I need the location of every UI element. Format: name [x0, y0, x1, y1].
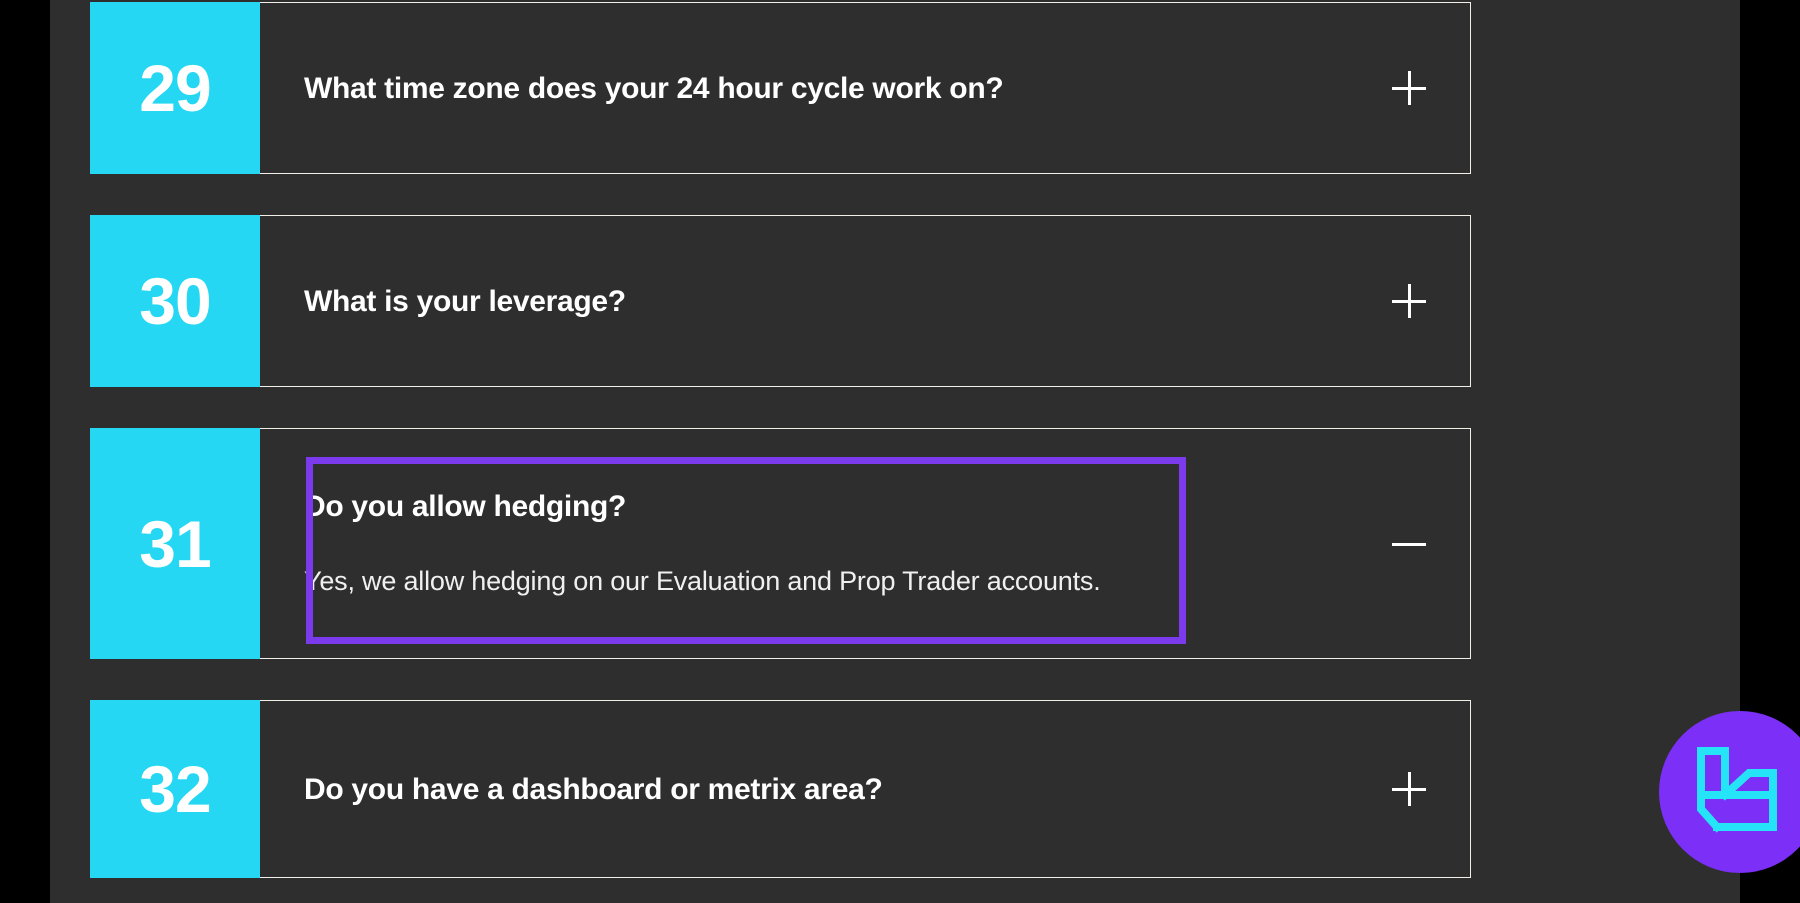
faq-item-29[interactable]: 29 What time zone does your 24 hour cycl…	[90, 2, 1471, 174]
faq-number-31: 31	[139, 506, 211, 581]
faq-item-31[interactable]: 31 Do you allow hedging? Yes, we allow h…	[90, 428, 1471, 659]
faq-question-31: Do you allow hedging?	[304, 489, 627, 523]
faq-question-30: What is your leverage?	[304, 284, 626, 318]
faq-number-badge-29: 29	[90, 2, 260, 174]
faq-question-29: What time zone does your 24 hour cycle w…	[304, 71, 1004, 105]
minus-icon[interactable]	[1392, 527, 1426, 561]
faq-body-30[interactable]: What is your leverage?	[260, 215, 1471, 387]
faq-body-31[interactable]: Do you allow hedging? Yes, we allow hedg…	[260, 428, 1471, 659]
page-background: 29 What time zone does your 24 hour cycl…	[50, 0, 1800, 903]
faq-content-30: What is your leverage?	[260, 285, 1470, 318]
faq-number-29: 29	[139, 51, 211, 125]
faq-question-32: Do you have a dashboard or metrix area?	[304, 772, 883, 806]
faq-accordion-list: 29 What time zone does your 24 hour cycl…	[90, 0, 1700, 903]
plus-icon[interactable]	[1392, 772, 1426, 806]
faq-body-29[interactable]: What time zone does your 24 hour cycle w…	[260, 2, 1471, 174]
faq-number-32: 32	[139, 752, 211, 826]
faq-content-32: Do you have a dashboard or metrix area?	[260, 773, 1470, 806]
faq-number-badge-32: 32	[90, 700, 260, 878]
faq-number-30: 30	[139, 264, 211, 338]
faq-content-31: Do you allow hedging? Yes, we allow hedg…	[260, 490, 1470, 597]
faq-body-32[interactable]: Do you have a dashboard or metrix area?	[260, 700, 1471, 878]
plus-icon-vertical-bar	[1408, 71, 1411, 105]
lc-monogram-logo[interactable]	[1659, 711, 1800, 873]
faq-content-29: What time zone does your 24 hour cycle w…	[260, 72, 1470, 105]
plus-icon-vertical-bar	[1408, 284, 1411, 318]
faq-item-30[interactable]: 30 What is your leverage?	[90, 215, 1471, 387]
minus-icon-horizontal-bar	[1392, 542, 1426, 546]
faq-number-badge-30: 30	[90, 215, 260, 387]
plus-icon-vertical-bar	[1408, 772, 1411, 806]
logo-mark-icon	[1697, 747, 1777, 833]
plus-icon[interactable]	[1392, 284, 1426, 318]
faq-item-32[interactable]: 32 Do you have a dashboard or metrix are…	[90, 700, 1471, 878]
plus-icon[interactable]	[1392, 71, 1426, 105]
faq-number-badge-31: 31	[90, 428, 260, 659]
faq-answer-31: Yes, we allow hedging on our Evaluation …	[304, 565, 1101, 596]
